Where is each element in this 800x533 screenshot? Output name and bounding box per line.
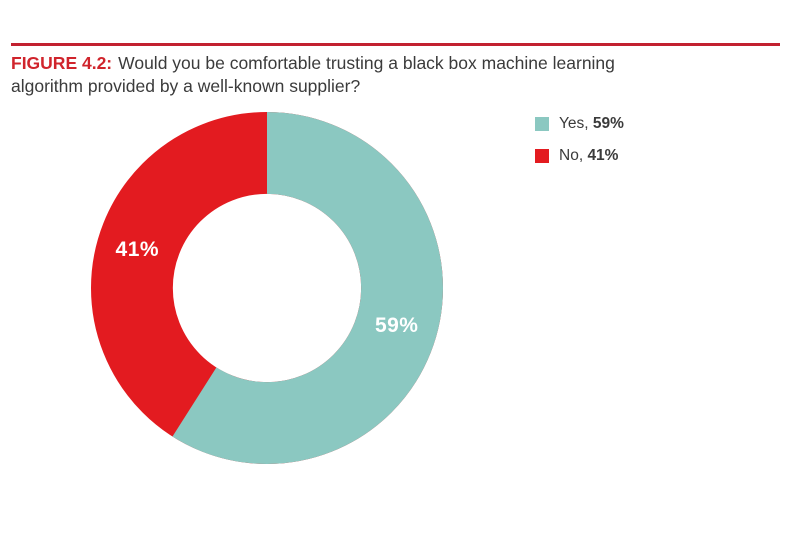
figure-title: FIGURE 4.2: Would you be comfortable trus… [11, 52, 786, 98]
figure-question-line2: algorithm provided by a well-known suppl… [11, 76, 361, 96]
slice-label-yes: 59% [374, 313, 419, 337]
legend-label-yes-text: Yes, [559, 115, 589, 132]
legend-label-no-text: No, [559, 147, 584, 164]
figure-question-line1: Would you be comfortable trusting a blac… [118, 53, 615, 73]
legend-item-no: No, 41% [535, 146, 624, 165]
legend-item-yes: Yes, 59% [535, 114, 624, 133]
legend-label-no: No, 41% [559, 146, 618, 165]
top-rule [11, 43, 780, 46]
legend: Yes, 59% No, 41% [535, 114, 624, 178]
figure-number-label: FIGURE 4.2: [11, 53, 113, 73]
donut-segment-yes [90, 111, 444, 465]
legend-swatch-no-icon [535, 148, 549, 163]
legend-value-yes: 59% [592, 115, 624, 132]
legend-swatch-yes-icon [535, 116, 549, 131]
legend-value-no: 41% [587, 147, 619, 164]
legend-label-yes: Yes, 59% [559, 114, 624, 133]
slice-label-no: 41% [115, 238, 160, 262]
